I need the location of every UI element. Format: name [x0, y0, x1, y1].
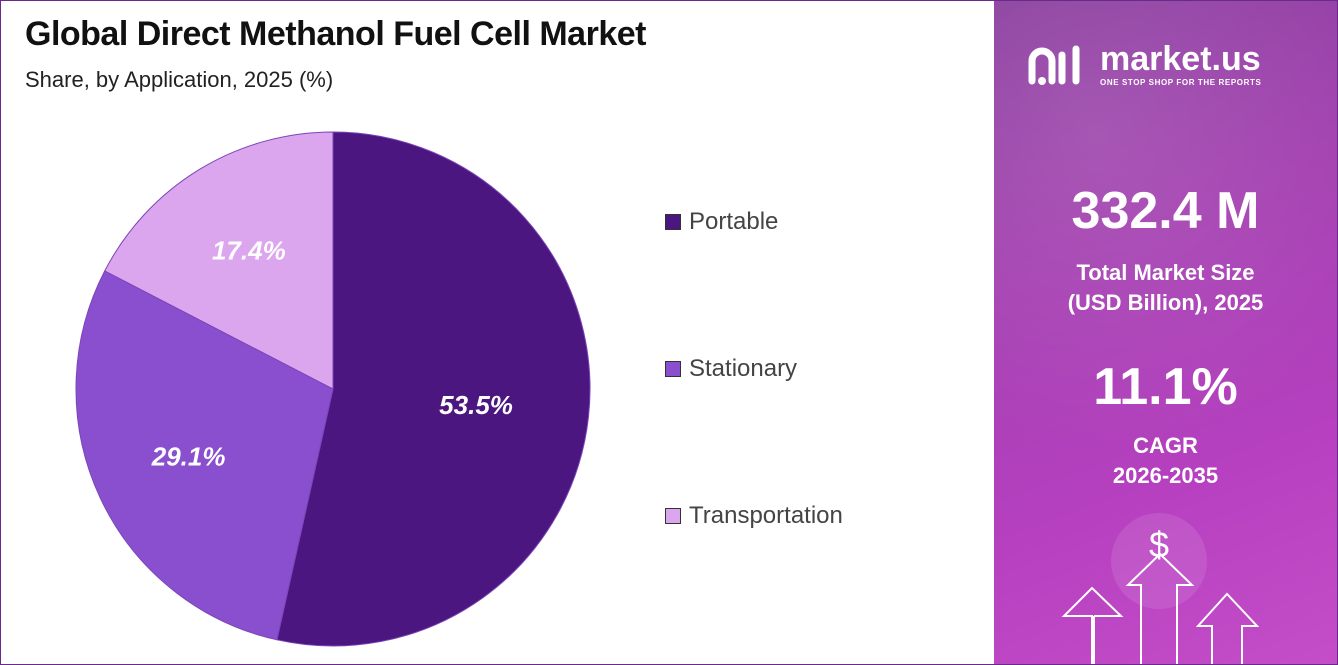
pie-slice-portable: [276, 131, 591, 647]
legend-item-portable: Portable: [665, 208, 778, 236]
brand-logo[interactable]: market.us ONE STOP SHOP FOR THE REPORTS: [1028, 41, 1261, 87]
legend-label-portable: Portable: [689, 208, 779, 235]
chart-panel: Global Direct Methanol Fuel Cell Market …: [1, 1, 994, 664]
market-size-label-line2: (USD Billion), 2025: [1067, 290, 1264, 315]
panel-overlay: [994, 1, 1337, 664]
brand-tagline: ONE STOP SHOP FOR THE REPORTS: [1100, 77, 1262, 87]
market-size-value: 332.4 M: [1071, 182, 1260, 240]
legend-item-stationary: Stationary: [665, 355, 797, 383]
data-label-portable: 53.5%: [439, 390, 513, 420]
chart-subtitle: Share, by Application, 2025 (%): [25, 67, 334, 92]
legend-item-transportation: Transportation: [665, 502, 843, 530]
data-label-transportation: 17.4%: [212, 236, 286, 266]
legend-swatch-stationary: [665, 361, 681, 377]
legend-label-stationary: Stationary: [689, 355, 798, 382]
pie-slice-transportation: [104, 131, 334, 390]
brand-name: market.us: [1100, 39, 1261, 78]
market-size-label-line1: Total Market Size: [1076, 260, 1255, 285]
cagr-label: CAGR: [1133, 433, 1198, 458]
market-us-logo-icon: [1028, 45, 1080, 85]
data-label-stationary: 29.1%: [151, 441, 226, 471]
legend-label-transportation: Transportation: [689, 502, 843, 529]
cagr-value: 11.1%: [1093, 358, 1238, 416]
growth-arrows-icon: $: [1061, 513, 1260, 664]
chart-title: Global Direct Methanol Fuel Cell Market: [25, 15, 646, 53]
pie-slice-stationary: [75, 270, 334, 641]
legend-swatch-transportation: [665, 508, 681, 524]
summary-panel: market.us ONE STOP SHOP FOR THE REPORTS …: [994, 1, 1337, 664]
currency-symbol: $: [1149, 524, 1169, 565]
pie-chart: 53.5% 29.1% 17.4%: [75, 131, 591, 647]
legend-swatch-portable: [665, 214, 681, 230]
cagr-period: 2026-2035: [1112, 463, 1219, 488]
